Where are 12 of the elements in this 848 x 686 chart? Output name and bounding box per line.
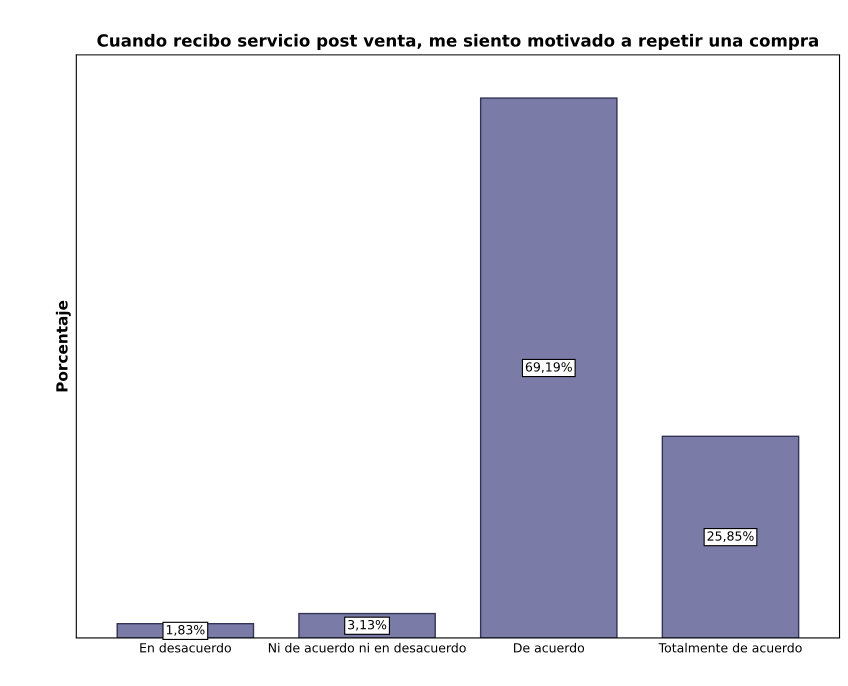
- chart-title: Cuando recibo servicio post venta, me siento motivado a repetir una compra: [97, 34, 818, 50]
- data-label: 25,85%: [708, 531, 754, 542]
- x-tick-label: De acuerdo: [514, 642, 584, 653]
- x-tick-label: En desacuerdo: [140, 642, 231, 653]
- y-axis-title: Porcentaje: [56, 300, 71, 392]
- data-label: 69,19%: [526, 362, 572, 373]
- data-label: 3,13%: [348, 620, 386, 631]
- x-tick-label: Totalmente de acuerdo: [658, 642, 802, 653]
- data-label: 1,83%: [166, 625, 205, 636]
- bar: [662, 436, 800, 638]
- bar: [480, 97, 618, 638]
- x-tick-label: Ni de acuerdo ni en desacuerdo: [268, 642, 466, 653]
